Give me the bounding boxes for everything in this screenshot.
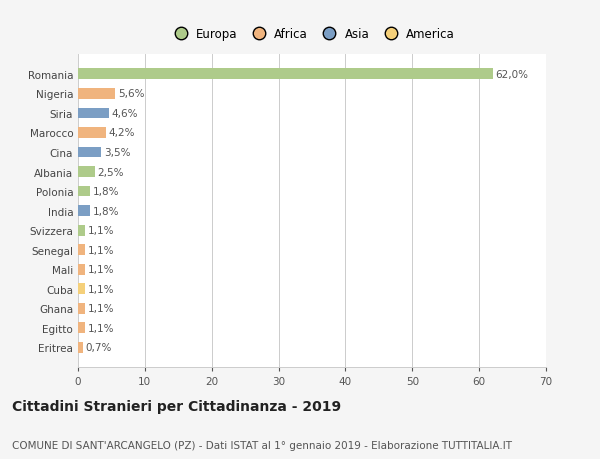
Bar: [78, 128, 106, 139]
Text: 5,6%: 5,6%: [118, 89, 145, 99]
Text: 1,1%: 1,1%: [88, 226, 115, 235]
Text: 1,8%: 1,8%: [93, 187, 119, 196]
Text: 62,0%: 62,0%: [495, 70, 528, 79]
Text: 1,1%: 1,1%: [88, 284, 115, 294]
Text: 1,1%: 1,1%: [88, 304, 115, 313]
Text: 1,1%: 1,1%: [88, 323, 115, 333]
Bar: [78, 186, 90, 197]
Text: 3,5%: 3,5%: [104, 148, 131, 157]
Text: 4,6%: 4,6%: [112, 109, 138, 118]
Bar: [78, 167, 95, 178]
Text: COMUNE DI SANT'ARCANGELO (PZ) - Dati ISTAT al 1° gennaio 2019 - Elaborazione TUT: COMUNE DI SANT'ARCANGELO (PZ) - Dati IST…: [12, 440, 512, 450]
Bar: [78, 69, 493, 80]
Bar: [78, 303, 85, 314]
Bar: [78, 323, 85, 334]
Bar: [78, 108, 109, 119]
Text: 0,7%: 0,7%: [85, 343, 112, 353]
Text: Cittadini Stranieri per Cittadinanza - 2019: Cittadini Stranieri per Cittadinanza - 2…: [12, 399, 341, 413]
Text: 1,1%: 1,1%: [88, 245, 115, 255]
Text: 1,1%: 1,1%: [88, 265, 115, 274]
Bar: [78, 225, 85, 236]
Bar: [78, 147, 101, 158]
Bar: [78, 264, 85, 275]
Legend: Europa, Africa, Asia, America: Europa, Africa, Asia, America: [164, 24, 460, 46]
Bar: [78, 89, 115, 100]
Text: 4,2%: 4,2%: [109, 128, 135, 138]
Bar: [78, 245, 85, 256]
Text: 1,8%: 1,8%: [93, 206, 119, 216]
Bar: [78, 342, 83, 353]
Bar: [78, 206, 90, 217]
Bar: [78, 284, 85, 295]
Text: 2,5%: 2,5%: [97, 167, 124, 177]
